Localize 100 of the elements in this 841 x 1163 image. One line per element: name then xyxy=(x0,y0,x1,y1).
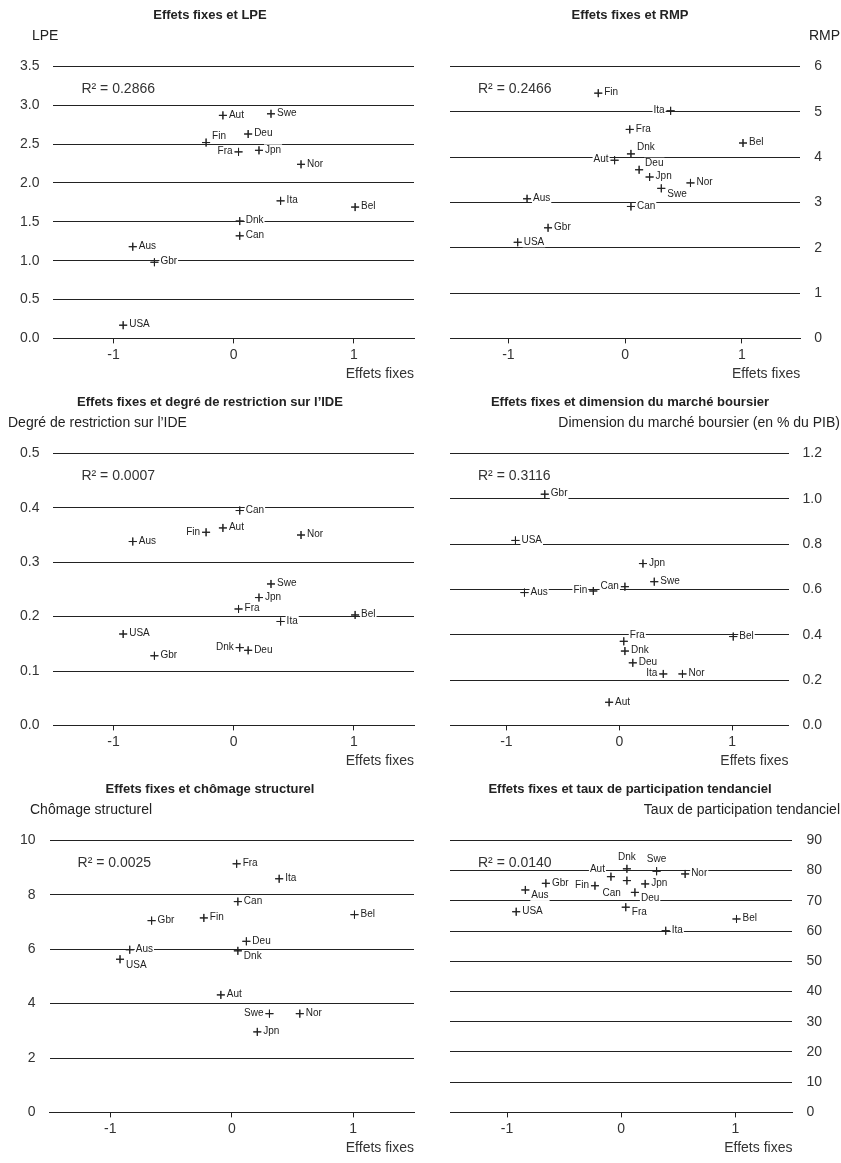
point xyxy=(604,697,614,707)
point xyxy=(656,183,666,193)
point xyxy=(625,124,635,134)
y-tick-label: 3 xyxy=(814,193,823,210)
y-tick-label: 20 xyxy=(806,1042,823,1059)
series-label: Aut xyxy=(226,988,243,1000)
series-label: USA xyxy=(126,958,147,970)
series-label: Can xyxy=(600,579,619,591)
y-tick-label: 30 xyxy=(806,1012,823,1029)
y-tick-label: 6 xyxy=(814,57,823,74)
chart-title: Effets fixes et dimension du marché boursier xyxy=(489,393,771,411)
point xyxy=(201,138,211,148)
point xyxy=(658,669,668,679)
point xyxy=(738,138,748,148)
chart-title: Effets fixes et degré de restriction sur l’IDE xyxy=(76,393,344,411)
point xyxy=(118,629,128,639)
x-tick-label: -1 xyxy=(107,732,120,749)
point xyxy=(234,147,244,157)
series-label: Aus xyxy=(135,942,153,954)
point xyxy=(350,610,360,620)
series-label: Aut xyxy=(589,862,606,874)
series-label: Gbr xyxy=(554,221,572,233)
series-label: Swe xyxy=(276,577,297,589)
point xyxy=(511,907,521,917)
y-tick-label: 10 xyxy=(806,1073,823,1090)
x-tick-label: -1 xyxy=(500,732,513,749)
annotation: R² = 0.0007 xyxy=(81,467,156,484)
point xyxy=(513,237,523,247)
series-label: Nor xyxy=(307,157,324,169)
x-axis-title: Effets fixes xyxy=(732,365,801,382)
chart-title: Effets fixes et LPE xyxy=(152,6,268,24)
point xyxy=(540,489,550,499)
point xyxy=(254,593,264,603)
point xyxy=(252,1027,262,1037)
point xyxy=(349,910,359,920)
x-tick-label: 0 xyxy=(617,1119,626,1136)
y-tick-label: 0.0 xyxy=(19,329,40,346)
series-label: Jpn xyxy=(651,877,668,889)
point xyxy=(243,645,253,655)
point xyxy=(235,643,245,653)
x-axis-title: Effets fixes xyxy=(345,1139,414,1156)
point xyxy=(296,159,306,169)
point xyxy=(125,945,135,955)
y-tick-label: 80 xyxy=(806,861,823,878)
point xyxy=(232,859,242,869)
series-label: Aus xyxy=(138,534,157,546)
x-axis-title: Effets fixes xyxy=(345,752,414,769)
point xyxy=(233,946,243,956)
series-label: Jpn xyxy=(263,1025,280,1037)
series-label: Aus xyxy=(530,585,548,597)
series-label: Can xyxy=(245,503,265,515)
chart-title: Effets fixes et RMP xyxy=(570,6,690,24)
series-label: Aus xyxy=(533,192,551,204)
series-label: Dnk xyxy=(245,214,265,226)
point xyxy=(266,579,276,589)
y-tick-label: 5 xyxy=(814,102,823,119)
point xyxy=(264,1009,274,1019)
point xyxy=(588,586,598,596)
point xyxy=(619,636,629,646)
point xyxy=(216,990,226,1000)
series-label: Deu xyxy=(254,127,273,139)
annotation: R² = 0.0025 xyxy=(77,854,152,871)
point xyxy=(638,559,648,569)
point xyxy=(610,155,620,165)
annotation: R² = 0.2866 xyxy=(81,80,156,97)
series-label: Swe xyxy=(646,853,667,865)
y-axis-title: Dimension du marché boursier (en % du PIB) xyxy=(557,413,840,431)
series-label: Fra xyxy=(244,602,260,614)
point xyxy=(519,588,529,598)
series-label: Swe xyxy=(660,574,681,586)
series-label: Dnk xyxy=(630,644,650,656)
y-tick-label: 0.6 xyxy=(802,580,823,597)
y-tick-label: 0.5 xyxy=(19,290,40,307)
y-tick-label: 0.0 xyxy=(19,716,40,733)
series-label: Ita xyxy=(671,924,684,936)
point xyxy=(199,913,209,923)
series-label: Bel xyxy=(360,907,375,919)
series-label: Fra xyxy=(635,122,652,134)
x-tick-label: 1 xyxy=(350,732,359,749)
y-tick-label: 0 xyxy=(27,1103,36,1120)
y-tick-label: 1.5 xyxy=(19,212,40,229)
point xyxy=(543,223,553,233)
series-label: Ita xyxy=(653,104,666,116)
x-tick-label: 0 xyxy=(227,1119,236,1136)
point xyxy=(520,885,530,895)
point xyxy=(541,878,551,888)
y-tick-label: 4 xyxy=(814,147,823,164)
x-tick-label: -1 xyxy=(104,1119,117,1136)
point xyxy=(296,530,306,540)
point xyxy=(115,954,125,964)
series-label: Dnk xyxy=(636,141,656,153)
point xyxy=(621,902,631,912)
chart-title: Effets fixes et chômage structurel xyxy=(104,780,316,798)
y-tick-label: 1.0 xyxy=(802,489,823,506)
point xyxy=(685,178,695,188)
series-label: Bel xyxy=(361,200,376,212)
series-label: Deu xyxy=(640,891,660,903)
point xyxy=(628,658,638,668)
y-tick-label: 2.0 xyxy=(19,173,40,190)
series-label: Aut xyxy=(615,695,631,707)
